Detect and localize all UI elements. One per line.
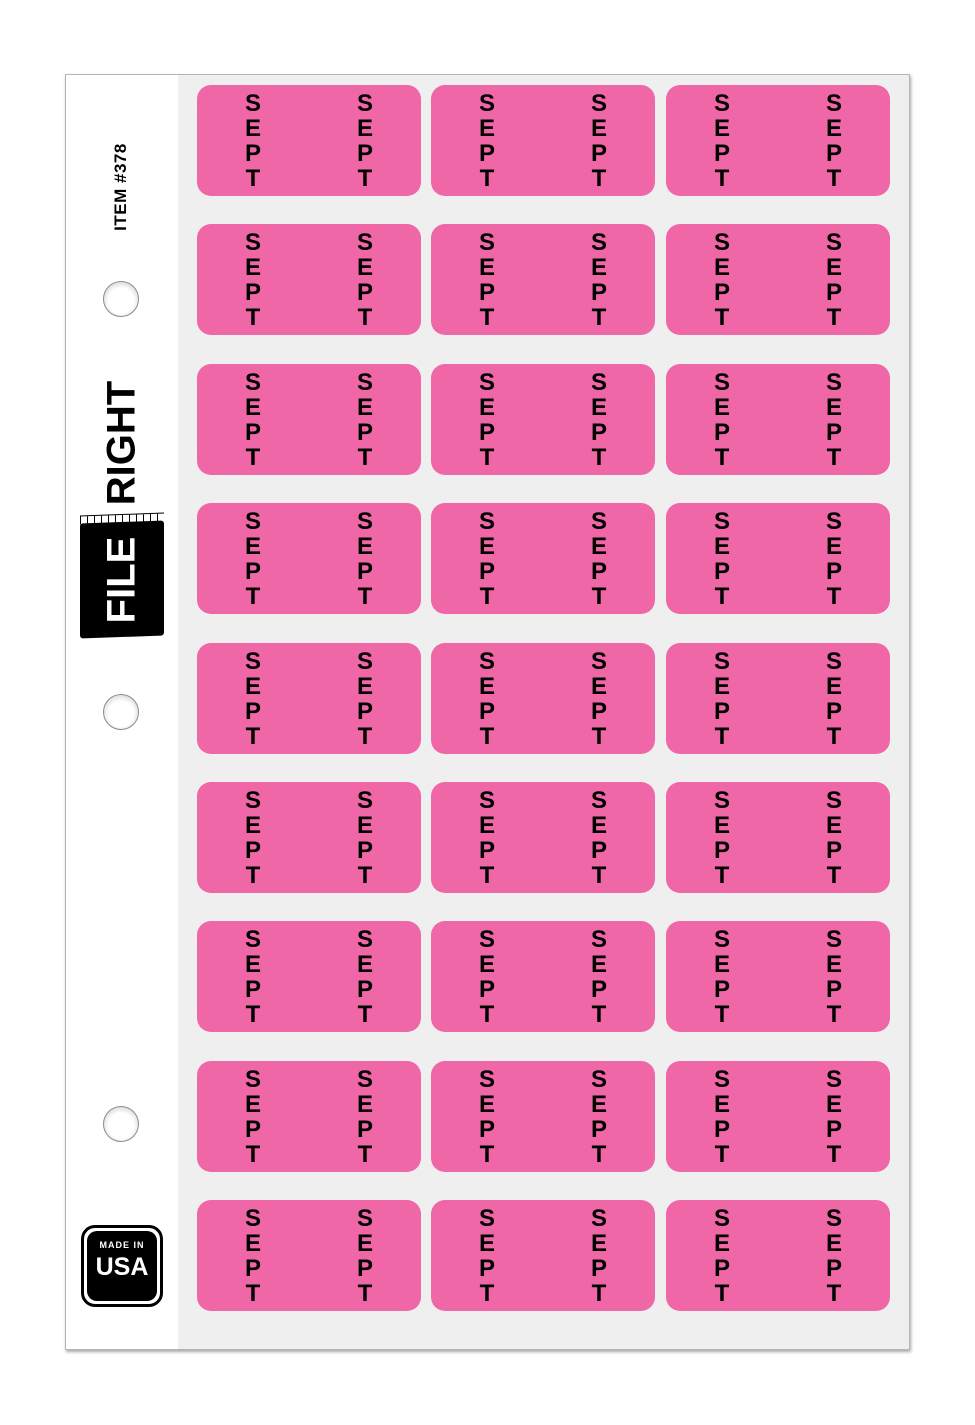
- label-text: SEPT: [478, 508, 495, 611]
- logo-file-text: FILE: [99, 536, 144, 624]
- pink-label: SEPT SEPT: [666, 85, 890, 196]
- pink-label: SEPT SEPT: [197, 782, 421, 893]
- label-text: SEPT: [590, 1065, 607, 1168]
- pink-label: SEPT SEPT: [666, 224, 890, 336]
- punch-hole-icon: [103, 1106, 139, 1142]
- label-text: SEPT: [825, 1065, 842, 1168]
- label-sheet: ITEM #378 RIGHT FILE MADE IN USA SEPT SEP…: [65, 74, 910, 1350]
- label-text: SEPT: [356, 368, 373, 471]
- pink-label: SEPT SEPT: [431, 224, 655, 336]
- pink-label: SEPT SEPT: [431, 503, 655, 615]
- label-text: SEPT: [356, 90, 373, 192]
- punch-hole-icon: [103, 694, 139, 730]
- file-right-logo: RIGHT FILE: [80, 365, 164, 639]
- pink-label: SEPT SEPT: [431, 921, 655, 1033]
- pink-label: SEPT SEPT: [666, 642, 890, 754]
- label-text: SEPT: [244, 926, 261, 1029]
- pink-label: SEPT SEPT: [666, 1200, 890, 1312]
- label-text: SEPT: [713, 229, 730, 332]
- label-text: SEPT: [713, 508, 730, 611]
- badge-made-in: MADE IN: [99, 1240, 145, 1250]
- label-text: SEPT: [244, 787, 261, 889]
- label-text: SEPT: [825, 90, 842, 192]
- label-text: SEPT: [478, 787, 495, 889]
- pink-label: SEPT SEPT: [197, 1060, 421, 1172]
- pink-label: SEPT SEPT: [197, 642, 421, 754]
- label-text: SEPT: [478, 90, 495, 192]
- made-in-usa-badge: MADE IN USA: [81, 1225, 163, 1307]
- pink-label: SEPT SEPT: [197, 363, 421, 475]
- pink-label: SEPT SEPT: [666, 1060, 890, 1172]
- pink-label: SEPT SEPT: [197, 1200, 421, 1312]
- label-text: SEPT: [825, 508, 842, 611]
- label-text: SEPT: [244, 1065, 261, 1168]
- pink-label: SEPT SEPT: [666, 782, 890, 893]
- label-text: SEPT: [825, 1205, 842, 1308]
- label-text: SEPT: [590, 787, 607, 889]
- label-text: SEPT: [478, 1065, 495, 1168]
- pink-label: SEPT SEPT: [666, 503, 890, 615]
- label-text: SEPT: [590, 1205, 607, 1308]
- label-text: SEPT: [356, 647, 373, 750]
- label-text: SEPT: [590, 508, 607, 611]
- label-text: SEPT: [478, 926, 495, 1029]
- pink-label: SEPT SEPT: [431, 1200, 655, 1312]
- label-text: SEPT: [244, 229, 261, 332]
- label-text: SEPT: [356, 508, 373, 611]
- pink-label: SEPT SEPT: [197, 503, 421, 615]
- pink-label: SEPT SEPT: [197, 224, 421, 336]
- pink-label: SEPT SEPT: [431, 363, 655, 475]
- label-text: SEPT: [244, 647, 261, 750]
- label-text: SEPT: [825, 368, 842, 471]
- label-text: SEPT: [244, 1205, 261, 1308]
- label-text: SEPT: [478, 368, 495, 471]
- label-text: SEPT: [356, 1065, 373, 1168]
- label-text: SEPT: [356, 229, 373, 332]
- pink-label: SEPT SEPT: [666, 921, 890, 1033]
- label-text: SEPT: [713, 926, 730, 1029]
- label-text: SEPT: [478, 229, 495, 332]
- label-text: SEPT: [244, 368, 261, 471]
- label-text: SEPT: [713, 1065, 730, 1168]
- label-text: SEPT: [825, 787, 842, 889]
- label-text: SEPT: [713, 90, 730, 192]
- label-text: SEPT: [478, 647, 495, 750]
- label-text: SEPT: [356, 1205, 373, 1308]
- label-text: SEPT: [825, 926, 842, 1029]
- label-text: SEPT: [825, 647, 842, 750]
- badge-usa: USA: [95, 1253, 149, 1281]
- label-text: SEPT: [478, 1205, 495, 1308]
- pink-label: SEPT SEPT: [431, 1060, 655, 1172]
- label-text: SEPT: [713, 787, 730, 889]
- label-text: SEPT: [713, 647, 730, 750]
- ruler-icon: [80, 512, 164, 525]
- label-text: SEPT: [244, 508, 261, 611]
- label-text: SEPT: [590, 926, 607, 1029]
- pink-label: SEPT SEPT: [431, 782, 655, 893]
- label-text: SEPT: [590, 90, 607, 192]
- pink-label: SEPT SEPT: [431, 642, 655, 754]
- punch-hole-icon: [103, 281, 139, 317]
- pink-label: SEPT SEPT: [197, 85, 421, 196]
- label-text: SEPT: [825, 229, 842, 332]
- pink-label: SEPT SEPT: [197, 921, 421, 1033]
- label-text: SEPT: [244, 90, 261, 192]
- logo-right-text: RIGHT: [99, 380, 144, 506]
- pink-label: SEPT SEPT: [666, 363, 890, 475]
- label-text: SEPT: [356, 787, 373, 889]
- item-number: ITEM #378: [111, 143, 130, 231]
- label-text: SEPT: [590, 229, 607, 332]
- label-text: SEPT: [590, 368, 607, 471]
- label-text: SEPT: [356, 926, 373, 1029]
- label-text: SEPT: [713, 368, 730, 471]
- label-text: SEPT: [713, 1205, 730, 1308]
- label-text: SEPT: [590, 647, 607, 750]
- sheet-side-strip: ITEM #378 RIGHT FILE MADE IN USA: [66, 75, 178, 1349]
- pink-label: SEPT SEPT: [431, 85, 655, 196]
